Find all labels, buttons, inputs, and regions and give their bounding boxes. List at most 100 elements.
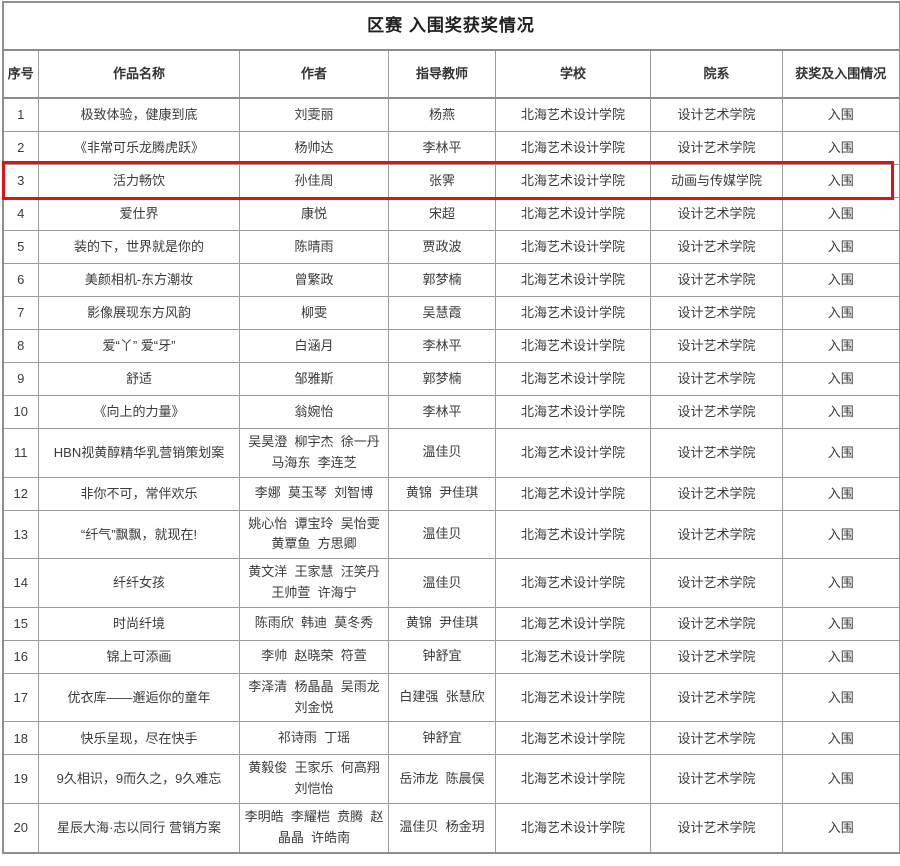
cell-no: 3 (2, 164, 39, 198)
cell-authors: 孙佳周 (239, 164, 389, 198)
cell-teachers: 郭梦楠 (388, 263, 496, 297)
cell-authors: 吴昊澄 柳宇杰 徐一丹 马海东 李连芝 (239, 428, 389, 478)
cell-school: 北海艺术设计学院 (495, 329, 651, 363)
cell-authors: 邹雅斯 (239, 362, 389, 396)
cell-authors: 黄毅俊 王家乐 何高翔 刘恺怡 (239, 754, 389, 804)
cell-status: 入围 (782, 362, 900, 396)
cell-status: 入围 (782, 97, 900, 132)
cell-school: 北海艺术设计学院 (495, 296, 651, 330)
column-header: 院系 (650, 49, 783, 99)
cell-school: 北海艺术设计学院 (495, 558, 651, 608)
cell-no: 6 (2, 263, 39, 297)
cell-teachers: 温佳贝 (388, 428, 496, 478)
cell-status: 入围 (782, 329, 900, 363)
cell-work: 9久相识，9而久之，9久难忘 (38, 754, 240, 804)
table-header-row: 序号 作品名称 作者 指导教师 学校 院系 获奖及入围情况 (2, 49, 900, 99)
page-title: 区赛 入围奖获奖情况 (2, 1, 900, 51)
cell-authors: 曾繁政 (239, 263, 389, 297)
column-header: 作者 (239, 49, 389, 99)
cell-school: 北海艺术设计学院 (495, 721, 651, 756)
cell-teachers: 温佳贝 杨金玥 (388, 802, 496, 854)
table-row: 11 HBN视黄醇精华乳营销策划案 吴昊澄 柳宇杰 徐一丹 马海东 李连芝 温佳贝 北海… (2, 428, 900, 478)
cell-work: 装的下，世界就是你的 (38, 230, 240, 264)
table-body: 1 极致体验，健康到底 刘雯丽 杨燕 北海艺术设计学院 设计艺术学院 入围 2 《非常可乐龙腾虎… (2, 97, 900, 854)
cell-status: 入围 (782, 754, 900, 804)
cell-school: 北海艺术设计学院 (495, 362, 651, 396)
cell-school: 北海艺术设计学院 (495, 476, 651, 511)
column-header: 指导教师 (388, 49, 496, 99)
cell-no: 1 (2, 97, 39, 132)
cell-authors: 陈雨欣 韩迪 莫冬秀 (239, 606, 389, 641)
cell-department: 设计艺术学院 (650, 672, 783, 723)
cell-work: 纤纤女孩 (38, 558, 240, 608)
cell-school: 北海艺术设计学院 (495, 672, 651, 723)
cell-department: 设计艺术学院 (650, 230, 783, 264)
cell-work: 舒适 (38, 362, 240, 396)
cell-department: 设计艺术学院 (650, 296, 783, 330)
cell-department: 设计艺术学院 (650, 754, 783, 804)
cell-no: 15 (2, 606, 39, 641)
cell-school: 北海艺术设计学院 (495, 131, 651, 165)
table-row: 8 爱“丫” 爱“牙” 白涵月 李林平 北海艺术设计学院 设计艺术学院 入围 (2, 329, 900, 363)
cell-teachers: 温佳贝 (388, 509, 496, 560)
cell-authors: 李明皓 李耀桤 贲腾 赵晶晶 许皓南 (239, 802, 389, 854)
cell-authors: 陈晴雨 (239, 230, 389, 264)
cell-school: 北海艺术设计学院 (495, 606, 651, 641)
table-row: 6 美颜相机-东方潮妆 曾繁政 郭梦楠 北海艺术设计学院 设计艺术学院 入围 (2, 263, 900, 297)
cell-authors: 姚心怡 谭宝玲 吴怡雯 黄覃鱼 方思卿 (239, 509, 389, 560)
cell-status: 入围 (782, 639, 900, 674)
cell-authors: 白涵月 (239, 329, 389, 363)
cell-no: 9 (2, 362, 39, 396)
table-row: 19 9久相识，9而久之，9久难忘 黄毅俊 王家乐 何高翔 刘恺怡 岳沛龙 陈晨俣 北海… (2, 754, 900, 804)
cell-authors: 刘雯丽 (239, 97, 389, 132)
cell-work: 优衣库——邂逅你的童年 (38, 672, 240, 723)
cell-no: 11 (2, 428, 39, 478)
cell-authors: 祁诗雨 丁瑶 (239, 721, 389, 756)
cell-work: 极致体验，健康到底 (38, 97, 240, 132)
cell-school: 北海艺术设计学院 (495, 97, 651, 132)
cell-work: 《向上的力量》 (38, 395, 240, 429)
cell-no: 7 (2, 296, 39, 330)
cell-school: 北海艺术设计学院 (495, 754, 651, 804)
cell-teachers: 贾政波 (388, 230, 496, 264)
table-row: 2 《非常可乐龙腾虎跃》 杨帅达 李林平 北海艺术设计学院 设计艺术学院 入围 (2, 131, 900, 165)
cell-teachers: 钟舒宜 (388, 639, 496, 674)
cell-teachers: 李林平 (388, 131, 496, 165)
cell-no: 18 (2, 721, 39, 756)
cell-authors: 康悦 (239, 197, 389, 231)
cell-department: 设计艺术学院 (650, 428, 783, 478)
cell-teachers: 白建强 张慧欣 (388, 672, 496, 723)
cell-no: 12 (2, 476, 39, 511)
cell-department: 设计艺术学院 (650, 606, 783, 641)
cell-status: 入围 (782, 428, 900, 478)
cell-teachers: 温佳贝 (388, 558, 496, 608)
cell-work: HBN视黄醇精华乳营销策划案 (38, 428, 240, 478)
table-row: 17 优衣库——邂逅你的童年 李泽清 杨晶晶 吴雨龙 刘金悦 白建强 张慧欣 北海艺术设… (2, 672, 900, 723)
cell-school: 北海艺术设计学院 (495, 509, 651, 560)
cell-no: 5 (2, 230, 39, 264)
cell-no: 2 (2, 131, 39, 165)
cell-department: 设计艺术学院 (650, 329, 783, 363)
cell-status: 入围 (782, 395, 900, 429)
cell-work: 活力畅饮 (38, 164, 240, 198)
cell-status: 入围 (782, 721, 900, 756)
cell-department: 设计艺术学院 (650, 802, 783, 854)
cell-status: 入围 (782, 476, 900, 511)
cell-department: 设计艺术学院 (650, 476, 783, 511)
cell-school: 北海艺术设计学院 (495, 164, 651, 198)
cell-status: 入围 (782, 296, 900, 330)
cell-teachers: 宋超 (388, 197, 496, 231)
cell-status: 入围 (782, 509, 900, 560)
cell-work: 快乐呈现，尽在快手 (38, 721, 240, 756)
column-header: 学校 (495, 49, 651, 99)
column-header: 序号 (2, 49, 39, 99)
cell-school: 北海艺术设计学院 (495, 802, 651, 854)
cell-no: 8 (2, 329, 39, 363)
cell-authors: 李泽清 杨晶晶 吴雨龙 刘金悦 (239, 672, 389, 723)
cell-department: 设计艺术学院 (650, 263, 783, 297)
cell-work: 影像展现东方风韵 (38, 296, 240, 330)
cell-authors: 黄文洋 王家慧 汪笑丹 王帅萱 许海宁 (239, 558, 389, 608)
cell-status: 入围 (782, 230, 900, 264)
table-row: 18 快乐呈现，尽在快手 祁诗雨 丁瑶 钟舒宜 北海艺术设计学院 设计艺术学院 入围 (2, 721, 900, 756)
